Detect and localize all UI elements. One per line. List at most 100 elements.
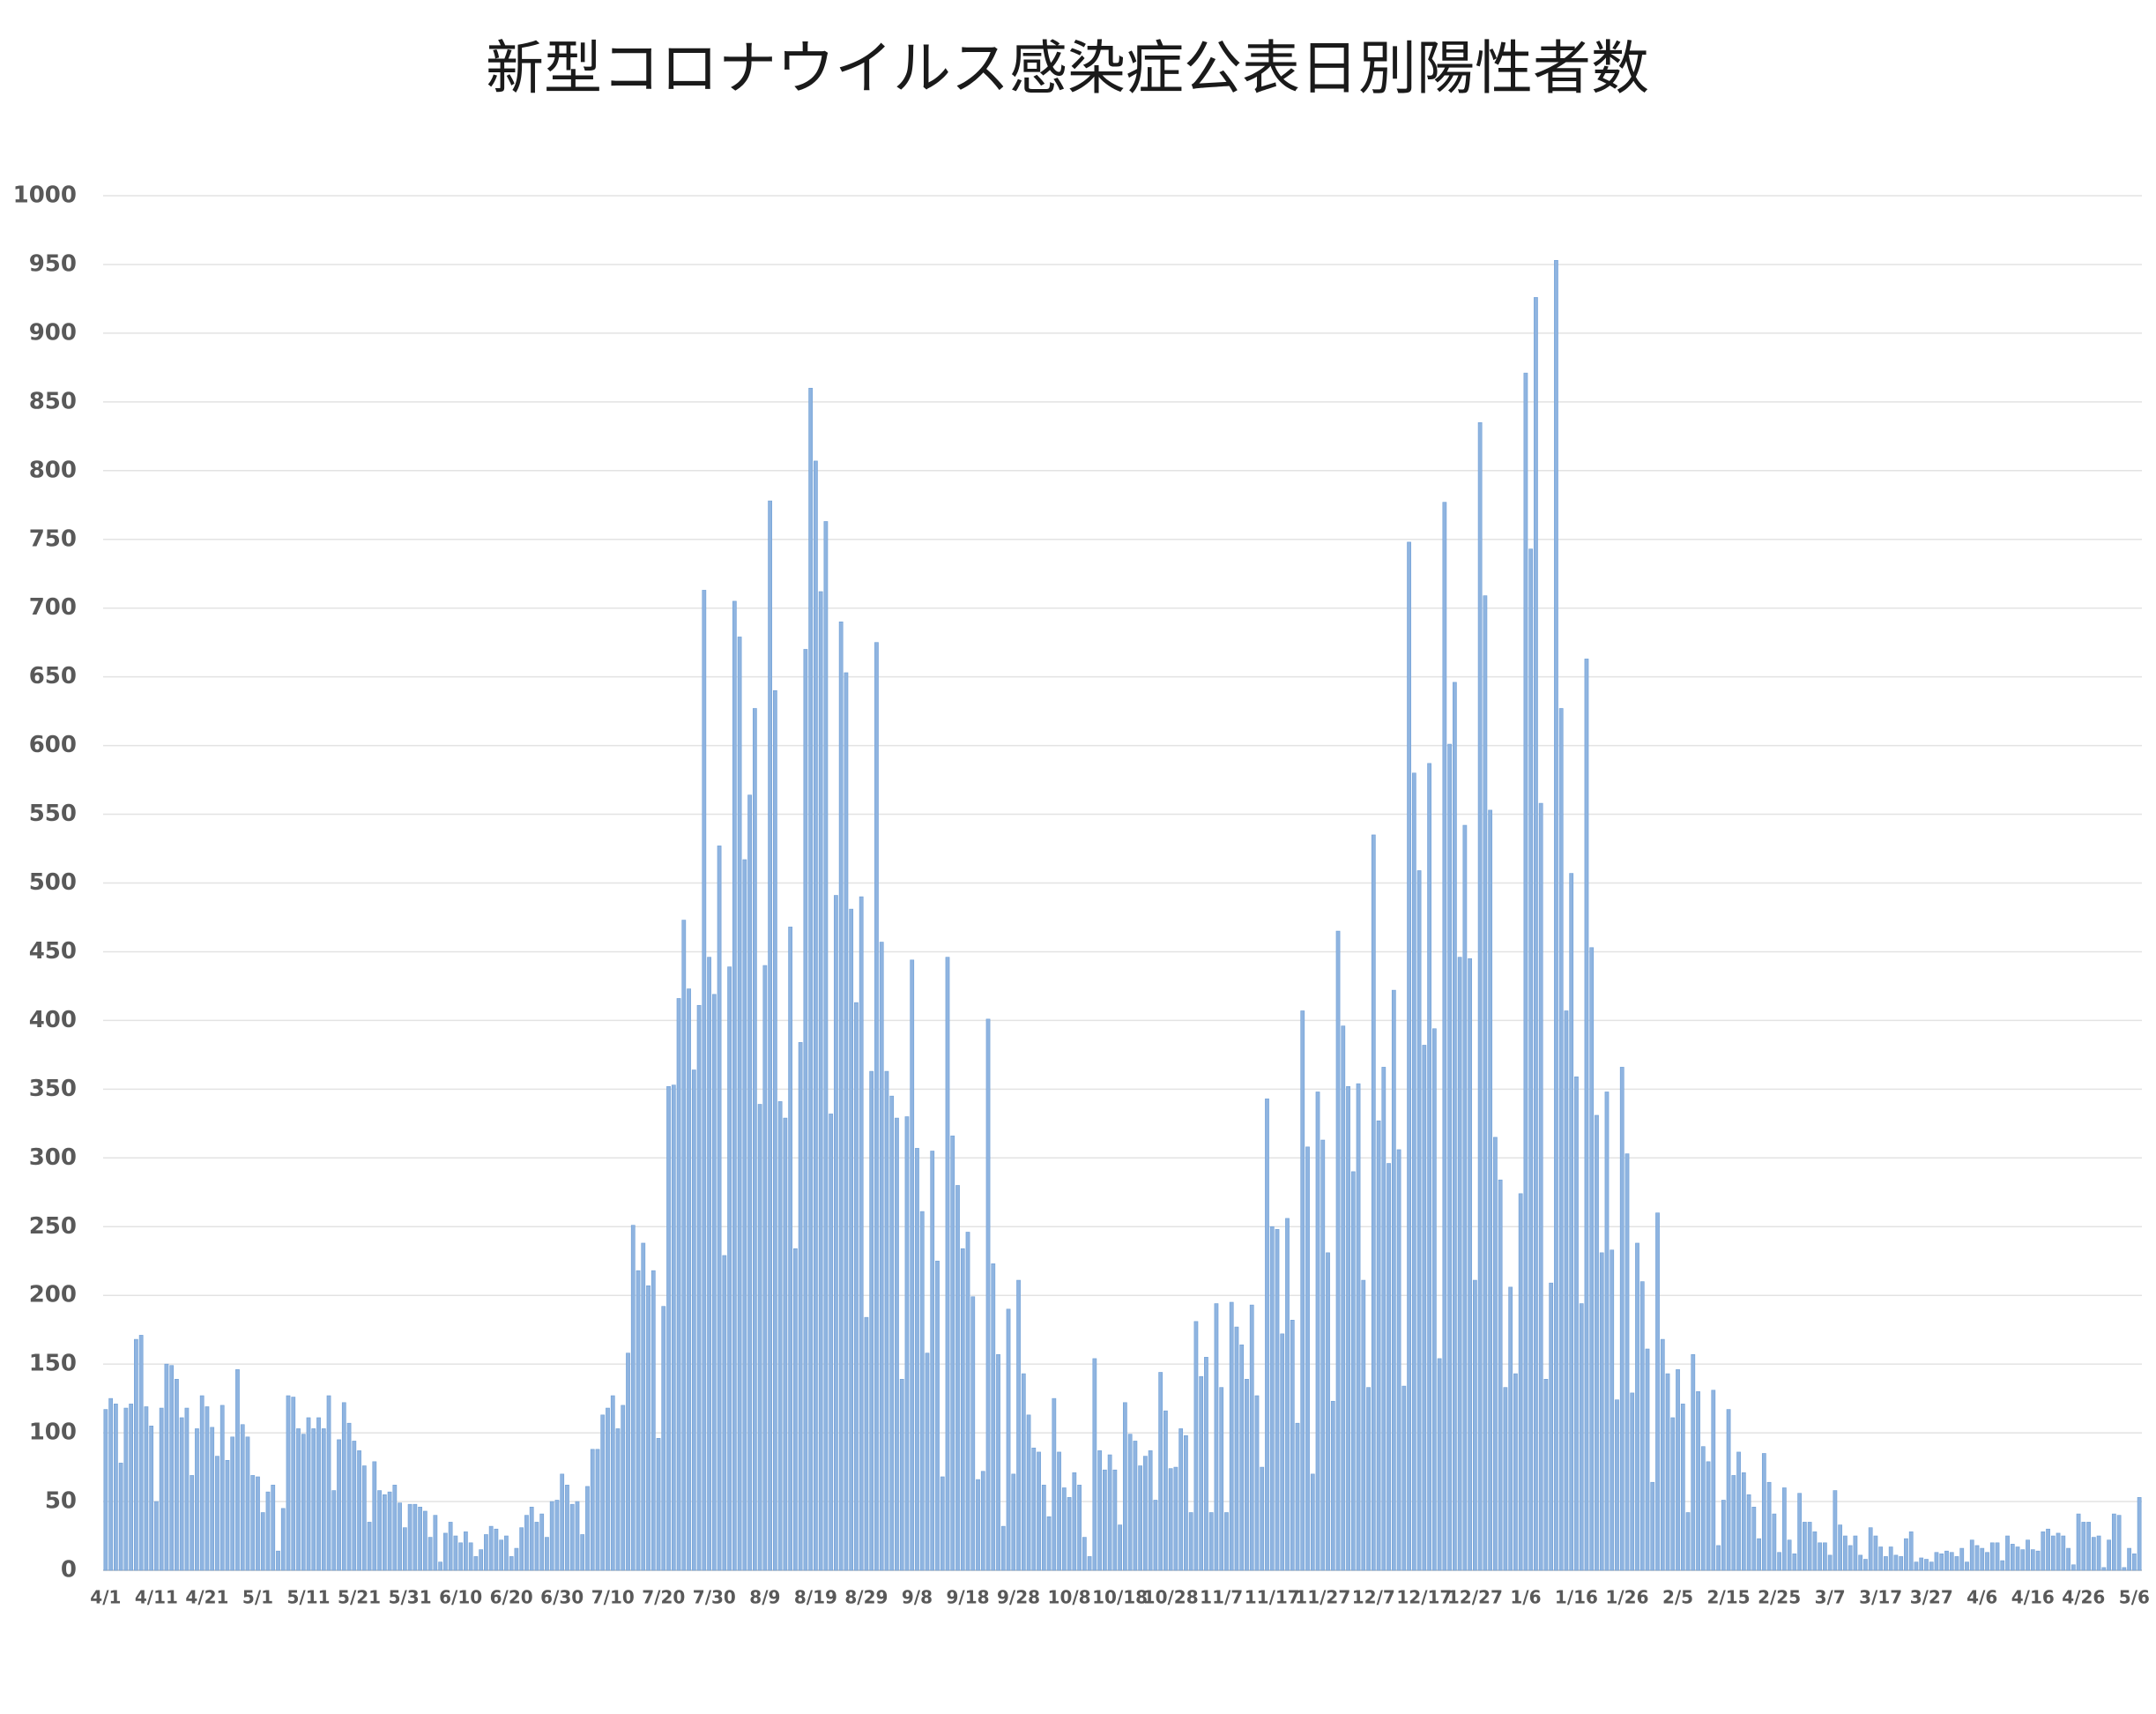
- bar: [1462, 824, 1468, 1571]
- bar: [235, 1369, 240, 1571]
- bar: [545, 1537, 549, 1571]
- x-tick-label: 5/21: [338, 1587, 381, 1608]
- x-tick-label: 3/17: [1859, 1587, 1902, 1608]
- bar: [879, 942, 884, 1571]
- bar: [331, 1490, 337, 1571]
- bar: [316, 1417, 321, 1571]
- bar: [1416, 870, 1422, 1571]
- bar: [1741, 1472, 1746, 1571]
- bar: [1041, 1485, 1046, 1571]
- bar: [326, 1395, 331, 1571]
- bar: [1584, 659, 1589, 1571]
- bar: [159, 1407, 164, 1571]
- bar: [1371, 834, 1376, 1571]
- bar: [260, 1512, 265, 1571]
- bar: [1650, 1481, 1655, 1571]
- x-tick-label: 4/6: [1966, 1587, 1997, 1608]
- x-tick-label: 1/26: [1605, 1587, 1648, 1608]
- bar: [392, 1485, 398, 1571]
- bar: [636, 1270, 641, 1571]
- bar: [301, 1434, 306, 1571]
- bar: [1766, 1481, 1772, 1571]
- bar: [1939, 1553, 1944, 1571]
- bar: [2005, 1535, 2010, 1571]
- bar: [1858, 1554, 1863, 1571]
- bar: [1564, 1010, 1569, 1571]
- bar: [859, 896, 864, 1571]
- bar: [256, 1476, 260, 1571]
- x-tick-label: 7/30: [693, 1587, 736, 1608]
- bar: [1914, 1561, 1919, 1571]
- bar: [960, 1248, 965, 1571]
- bar: [1797, 1493, 1802, 1571]
- bar: [2071, 1564, 2076, 1571]
- bar: [519, 1527, 524, 1571]
- bar: [874, 642, 879, 1571]
- bar: [2122, 1567, 2127, 1571]
- bar: [215, 1456, 219, 1571]
- y-tick-label: 800: [29, 457, 77, 483]
- bar: [590, 1449, 595, 1571]
- bar: [1965, 1561, 1969, 1571]
- bar: [910, 959, 915, 1571]
- bar: [1341, 1025, 1346, 1571]
- bar: [1102, 1469, 1107, 1571]
- bar: [1488, 809, 1493, 1571]
- bar: [651, 1270, 656, 1571]
- bar: [1615, 1399, 1619, 1571]
- bar: [1985, 1552, 1989, 1571]
- bar: [2015, 1546, 2020, 1571]
- bar: [1595, 1114, 1599, 1571]
- x-tick-label: 9/28: [997, 1587, 1040, 1608]
- bar: [280, 1508, 286, 1571]
- y-tick-label: 650: [29, 663, 77, 689]
- bar: [1959, 1547, 1965, 1571]
- bar: [1538, 802, 1543, 1571]
- bar: [1980, 1547, 1985, 1571]
- bar: [854, 1002, 859, 1571]
- bar: [930, 1151, 935, 1571]
- bar: [1280, 1333, 1285, 1571]
- bar: [484, 1534, 488, 1571]
- bar: [1320, 1139, 1326, 1571]
- bar: [413, 1503, 418, 1571]
- bar: [1295, 1422, 1300, 1571]
- bar: [1016, 1279, 1021, 1571]
- bar: [1523, 372, 1528, 1571]
- bar: [1427, 763, 1431, 1571]
- bar: [361, 1465, 367, 1571]
- bar: [1691, 1353, 1696, 1571]
- bar: [464, 1531, 468, 1571]
- bar: [514, 1547, 519, 1571]
- bar: [1706, 1461, 1711, 1571]
- x-tick-label: 3/27: [1910, 1587, 1953, 1608]
- bar: [2050, 1535, 2056, 1571]
- bar: [1447, 743, 1452, 1571]
- bar: [1229, 1301, 1234, 1571]
- bar: [1143, 1456, 1148, 1571]
- bar: [646, 1285, 651, 1571]
- bar: [103, 1409, 108, 1571]
- x-tick-label: 12/17: [1396, 1587, 1452, 1608]
- bar: [585, 1486, 590, 1571]
- bar: [560, 1473, 565, 1571]
- y-tick-label: 700: [29, 594, 77, 621]
- bar: [1350, 1171, 1356, 1571]
- bar: [1275, 1229, 1280, 1571]
- bar: [473, 1556, 479, 1571]
- bar: [134, 1338, 138, 1571]
- bar: [1777, 1552, 1781, 1571]
- x-tick-label: 7/10: [591, 1587, 635, 1608]
- bar: [818, 591, 823, 1571]
- bar: [245, 1436, 250, 1571]
- bar: [2026, 1539, 2030, 1571]
- bar: [2041, 1531, 2046, 1571]
- bar: [1477, 421, 1483, 1571]
- bar: [1736, 1451, 1741, 1571]
- bar: [864, 1316, 869, 1571]
- bar: [1061, 1487, 1067, 1571]
- bar: [823, 521, 829, 1571]
- bar: [919, 1211, 925, 1571]
- bar: [184, 1407, 190, 1571]
- y-tick-label: 100: [29, 1420, 77, 1446]
